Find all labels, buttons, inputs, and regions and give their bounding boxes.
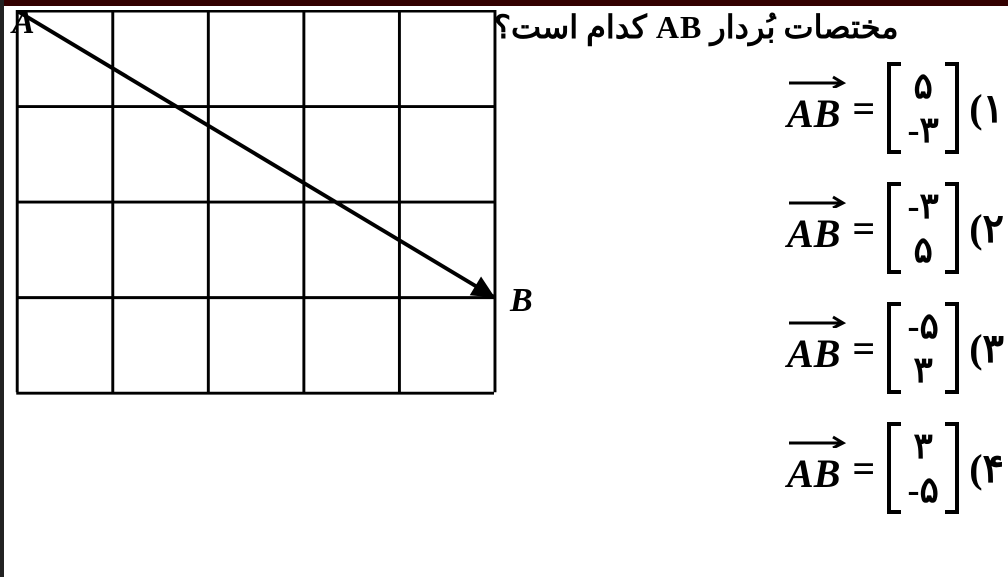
bracket-right-icon <box>945 422 959 514</box>
option-3: AB = -۵ ۳ (۳ <box>704 302 1004 394</box>
equals-sign: = <box>852 85 875 132</box>
vector-symbol: AB <box>787 440 840 497</box>
matrix: -۳ ۵ <box>887 182 959 274</box>
point-a-label: A <box>12 4 35 42</box>
arrow-over-icon <box>787 434 847 448</box>
matrix-top: -۳ <box>908 188 939 224</box>
option-number: (۳ <box>969 325 1004 372</box>
bracket-right-icon <box>945 182 959 274</box>
option-number: (۱ <box>969 85 1004 132</box>
matrix-bot: -۳ <box>908 112 939 148</box>
vector-name: AB <box>787 210 840 257</box>
matrix-bot: ۳ <box>914 352 933 388</box>
option-4: AB = ۳ -۵ (۴ <box>704 422 1004 514</box>
option-2: AB = -۳ ۵ (۲ <box>704 182 1004 274</box>
matrix-bot: ۵ <box>914 232 933 268</box>
vector-name: AB <box>787 330 840 377</box>
matrix: -۵ ۳ <box>887 302 959 394</box>
matrix-top: ۵ <box>914 68 933 104</box>
option-number: (۲ <box>969 205 1004 252</box>
arrow-over-icon <box>787 74 847 88</box>
point-b-label: B <box>510 282 533 320</box>
vector-name: AB <box>787 450 840 497</box>
scan-top-edge <box>0 0 1008 6</box>
scan-left-edge <box>0 0 4 577</box>
bracket-right-icon <box>945 62 959 154</box>
bracket-left-icon <box>887 62 901 154</box>
equals-sign: = <box>852 325 875 372</box>
vector-symbol: AB <box>787 320 840 377</box>
options-list: AB = ۵ -۳ (۱ AB = <box>704 62 1004 514</box>
bracket-left-icon <box>887 422 901 514</box>
matrix: ۵ -۳ <box>887 62 959 154</box>
bracket-left-icon <box>887 182 901 274</box>
matrix-top: -۵ <box>908 308 939 344</box>
bracket-right-icon <box>945 302 959 394</box>
option-1: AB = ۵ -۳ (۱ <box>704 62 1004 154</box>
arrow-over-icon <box>787 194 847 208</box>
matrix-bot: -۵ <box>908 472 939 508</box>
vector-symbol: AB <box>787 80 840 137</box>
vector-name: AB <box>787 90 840 137</box>
option-number: (۴ <box>969 445 1004 492</box>
arrow-over-icon <box>787 314 847 328</box>
equals-sign: = <box>852 445 875 492</box>
vector-grid <box>10 10 510 400</box>
question-text: مختصات بُردار AB کدام است؟ <box>494 8 899 46</box>
matrix: ۳ -۵ <box>887 422 959 514</box>
vector-symbol: AB <box>787 200 840 257</box>
equals-sign: = <box>852 205 875 252</box>
bracket-left-icon <box>887 302 901 394</box>
matrix-top: ۳ <box>914 428 933 464</box>
